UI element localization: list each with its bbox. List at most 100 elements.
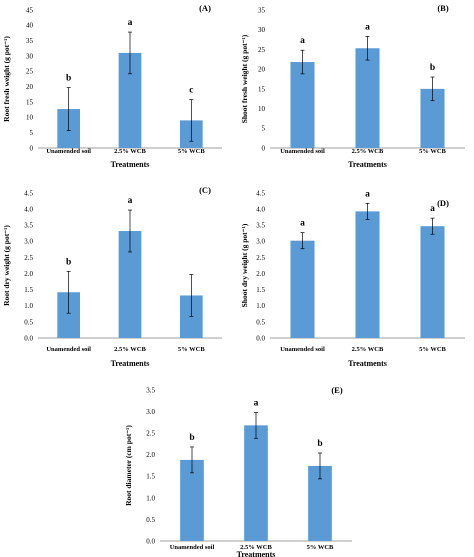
bar	[308, 465, 332, 541]
y-tick-label: 25	[26, 68, 34, 76]
y-tick-label: 4.0	[24, 206, 33, 214]
panel-label: (B)	[437, 3, 449, 13]
y-tick-label: 3.5	[146, 386, 155, 394]
panel-label: (D)	[437, 198, 449, 208]
y-tick-label: 1.0	[146, 494, 155, 502]
y-tick-label: 0	[262, 144, 266, 152]
bar	[244, 425, 268, 541]
y-tick-label: 3.5	[256, 222, 265, 230]
y-tick-label: 2.5	[24, 254, 33, 262]
bar	[118, 231, 142, 338]
panel-label: (C)	[199, 185, 211, 195]
significance-letter: c	[189, 86, 193, 96]
y-tick-label: 0.0	[256, 334, 265, 342]
y-tick-label: 0	[30, 144, 34, 152]
x-tick-label: Unamended soil	[46, 148, 91, 155]
y-tick-label: 4.5	[256, 189, 265, 197]
y-tick-label: 15	[26, 98, 34, 106]
y-tick-label: 3.0	[256, 238, 265, 246]
y-tick-label: 3.5	[24, 222, 33, 230]
y-tick-label: 25	[258, 46, 266, 54]
y-tick-label: 5	[30, 129, 34, 137]
x-axis-title: Treatments	[237, 550, 276, 557]
y-tick-label: 0.5	[24, 318, 33, 326]
y-tick-label: 15	[258, 85, 266, 93]
significance-letter: b	[189, 433, 194, 443]
y-tick-label: 30	[26, 52, 34, 60]
bar	[420, 226, 445, 338]
significance-letter: b	[66, 257, 71, 267]
x-axis-title: Treatments	[111, 359, 150, 368]
chart-panel-2: 0 5 10 15 20 25 30 35 a Unamended soil a 2.5% WCB b 5…	[240, 3, 465, 169]
y-tick-label: 1.5	[256, 286, 265, 294]
y-tick-label: 2.0	[146, 451, 155, 459]
x-tick-label: Unamended soil	[280, 148, 325, 155]
x-tick-label: 2.5% WCB	[240, 544, 272, 551]
bar	[355, 211, 380, 338]
bar	[290, 240, 315, 338]
y-tick-label: 2.5	[146, 430, 155, 438]
significance-letter: b	[317, 439, 322, 449]
chart-panel-3: 0.0 0.5 1.0 1.5 2.0 2.5 3.0 3.5 4.0 4.5 b Unamended…	[2, 185, 222, 368]
y-tick-label: 30	[258, 26, 266, 34]
y-tick-label: 40	[26, 22, 34, 30]
y-tick-label: 3.0	[146, 408, 155, 416]
panel-label: (E)	[331, 385, 343, 395]
x-axis-title: Treatments	[348, 359, 387, 368]
y-tick-label: 2.0	[24, 270, 33, 278]
significance-letter: b	[430, 63, 435, 73]
y-tick-label: 5	[262, 125, 266, 133]
y-tick-label: 45	[26, 6, 34, 14]
y-tick-label: 4.5	[24, 189, 33, 197]
x-tick-label: Unamended soil	[46, 346, 91, 353]
y-axis-title: Root diameter (cm pot⁻¹)	[124, 425, 133, 506]
y-tick-label: 1.0	[24, 302, 33, 310]
x-tick-label: 5% WCB	[178, 148, 205, 155]
significance-letter: a	[365, 189, 370, 199]
y-tick-label: 0.5	[146, 516, 155, 524]
bar	[118, 52, 142, 148]
y-axis-title: Root fresh weight (g pot⁻¹)	[2, 36, 11, 122]
significance-letter: a	[254, 398, 259, 408]
y-tick-label: 20	[258, 66, 266, 74]
significance-letter: a	[300, 36, 305, 46]
bar	[57, 292, 81, 338]
x-tick-label: 2.5% WCB	[352, 148, 384, 155]
significance-letter: a	[128, 18, 133, 28]
y-tick-label: 4.0	[256, 206, 265, 214]
significance-letter: a	[128, 196, 133, 206]
y-tick-label: 20	[26, 83, 34, 91]
x-axis-title: Treatments	[348, 160, 387, 169]
y-tick-label: 0.0	[146, 537, 155, 545]
y-tick-label: 0.5	[256, 318, 265, 326]
x-tick-label: 5% WCB	[419, 148, 446, 155]
chart-panel-5: 0.0 0.5 1.0 1.5 2.0 2.5 3.0 3.5 b Unamended soil a…	[124, 385, 352, 557]
y-tick-label: 1.5	[146, 473, 155, 481]
significance-letter: b	[66, 74, 71, 84]
significance-letter: a	[365, 22, 370, 32]
y-tick-label: 10	[258, 105, 266, 113]
x-tick-label: 5% WCB	[178, 346, 205, 353]
y-tick-label: 3.0	[24, 238, 33, 246]
y-tick-label: 2.5	[256, 254, 265, 262]
y-axis-title: Shoot fresh weight (g pot⁻¹)	[240, 34, 249, 123]
significance-letter: a	[300, 219, 305, 229]
y-tick-label: 0.0	[24, 334, 33, 342]
y-tick-label: 35	[26, 37, 34, 45]
x-tick-label: Unamended soil	[170, 544, 215, 551]
x-tick-label: 2.5% WCB	[114, 148, 146, 155]
bar	[355, 48, 380, 149]
x-tick-label: 2.5% WCB	[352, 346, 384, 353]
x-tick-label: 5% WCB	[419, 346, 446, 353]
y-tick-label: 1.5	[24, 286, 33, 294]
bar	[180, 459, 204, 541]
x-tick-label: 2.5% WCB	[114, 346, 146, 353]
y-axis-title: Shoot dry weight (g pot⁻¹)	[240, 223, 249, 307]
y-tick-label: 10	[26, 114, 34, 122]
x-axis-title: Treatments	[111, 160, 150, 169]
x-tick-label: Unamended soil	[280, 346, 325, 353]
y-tick-label: 2.0	[256, 270, 265, 278]
bar	[290, 62, 315, 148]
significance-letter: a	[430, 204, 435, 214]
